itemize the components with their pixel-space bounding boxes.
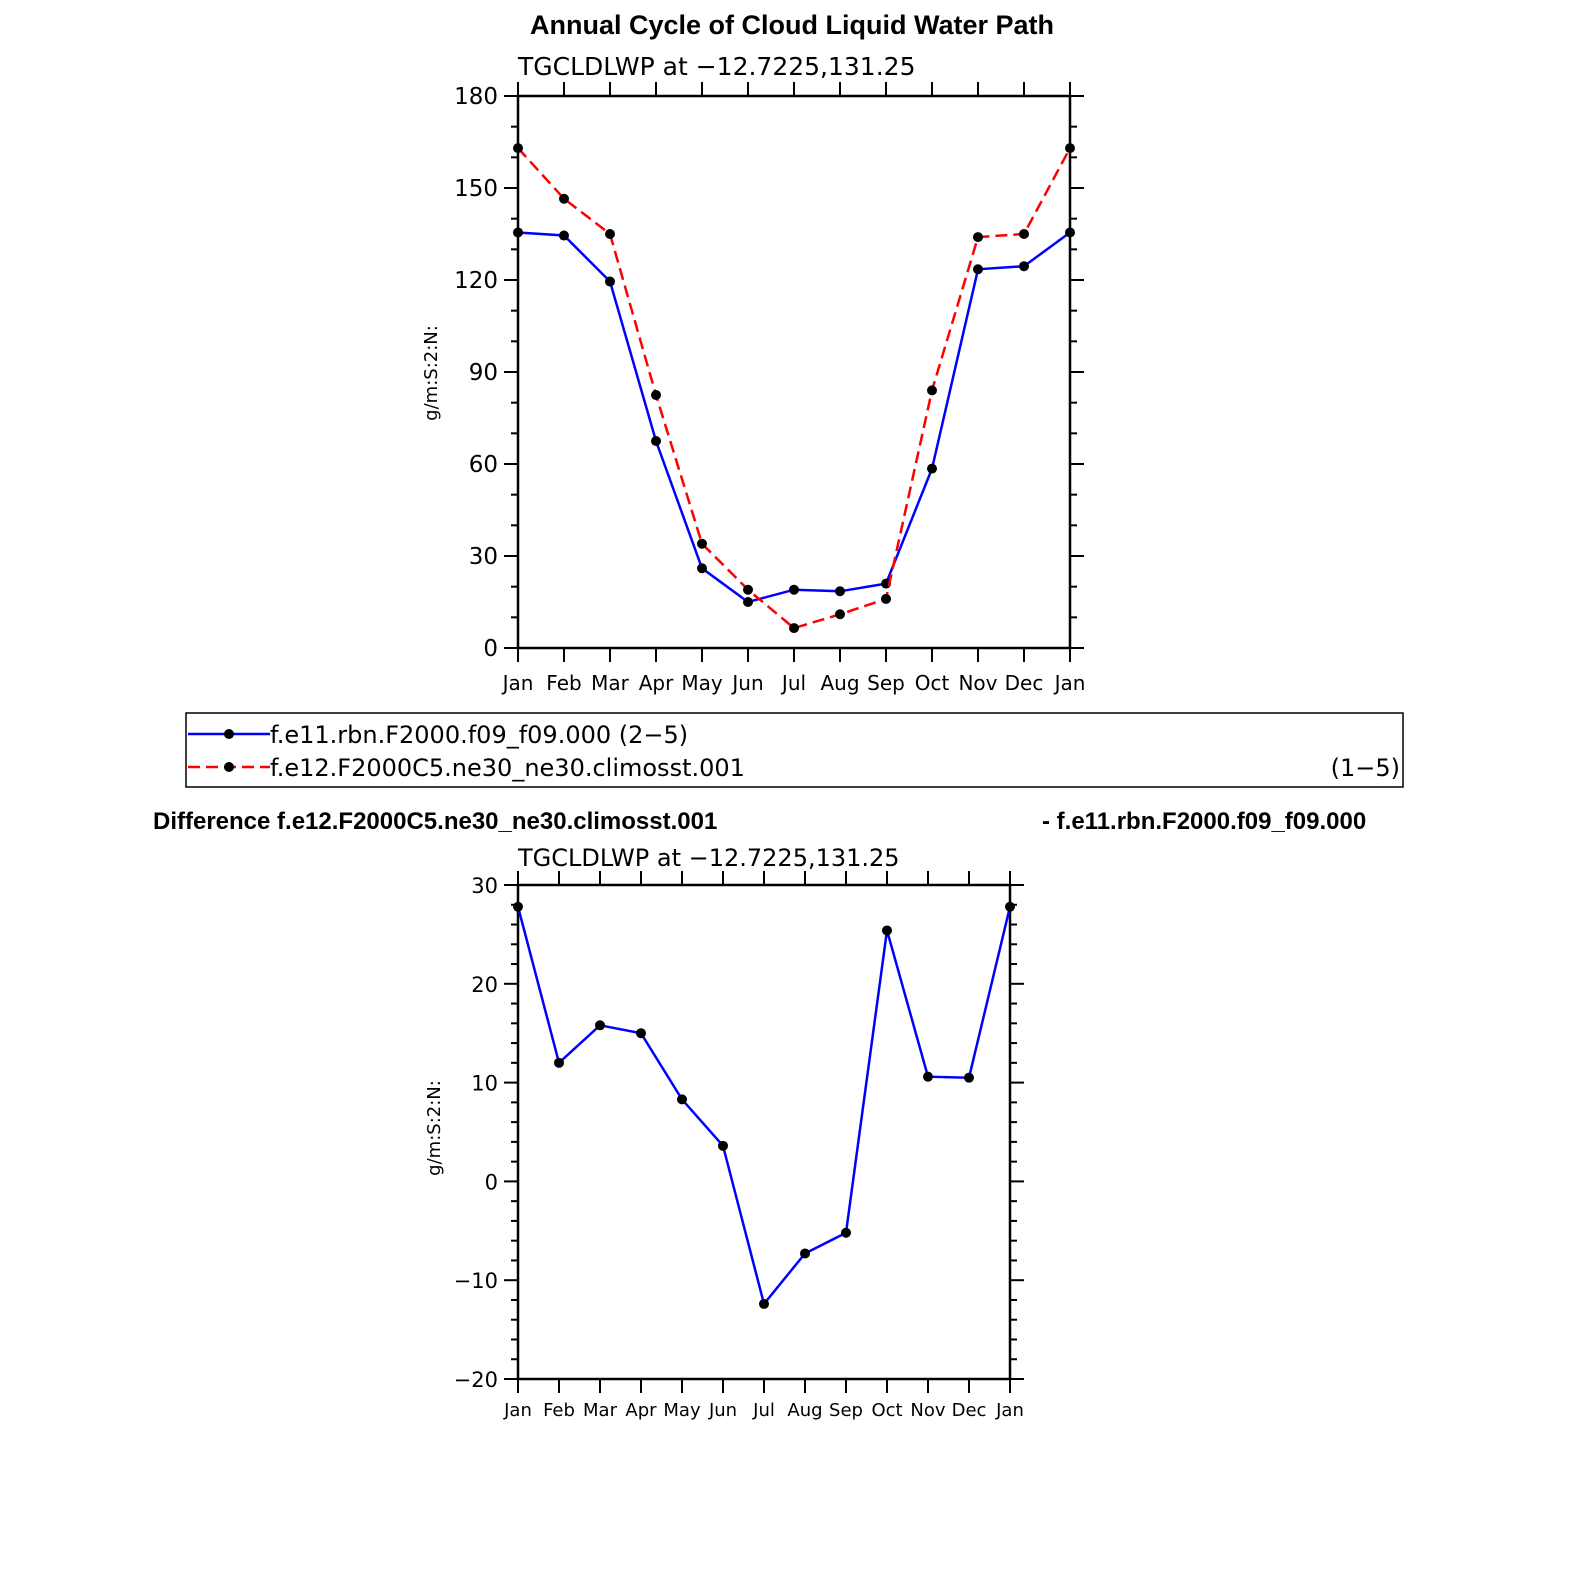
- x-tick-label: Nov: [958, 671, 997, 695]
- series-1-point: [743, 597, 753, 607]
- diff-title-left: Difference f.e12.F2000C5.ne30_ne30.climo…: [153, 808, 717, 835]
- top-chart-ylabel: g/m:S:2:N:: [421, 325, 442, 421]
- series-2-point: [927, 385, 937, 396]
- legend-box: [185, 712, 1404, 788]
- y-tick-label: 120: [454, 268, 498, 294]
- x-tick-label: Dec: [952, 1400, 987, 1421]
- x-tick-label: Feb: [546, 671, 581, 695]
- series-2-point: [1019, 229, 1029, 239]
- y-tick-label: −20: [454, 1368, 498, 1392]
- series-2-point: [1065, 143, 1075, 154]
- y-tick-label: 0: [483, 636, 498, 662]
- x-tick-label: Aug: [787, 1400, 822, 1421]
- x-tick-label: Mar: [591, 671, 630, 695]
- series-2-point: [973, 232, 983, 243]
- series-1-point: [927, 463, 937, 474]
- series-1-point: [559, 230, 569, 241]
- series-2-point: [651, 390, 661, 400]
- series-1-point: [1005, 901, 1015, 912]
- series-1-point: [554, 1057, 564, 1068]
- x-tick-label: Aug: [820, 671, 859, 695]
- series-1-point: [718, 1140, 728, 1151]
- series-1-point: [636, 1028, 646, 1039]
- y-tick-label: 0: [485, 1170, 498, 1194]
- x-tick-label: Sep: [867, 671, 905, 695]
- x-tick-label: Jan: [501, 671, 534, 695]
- figure-title: Annual Cycle of Cloud Liquid Water Path: [530, 10, 1054, 40]
- x-tick-label: Apr: [625, 1400, 657, 1421]
- series-1-point: [513, 901, 523, 912]
- y-tick-label: −10: [454, 1269, 498, 1293]
- series-1-point: [651, 436, 661, 446]
- series-2-point: [881, 593, 891, 604]
- bottom-chart: TGCLDLWP at −12.7225,131.25 g/m:S:2:N: −…: [424, 844, 1024, 1421]
- x-tick-label: Oct: [871, 1400, 902, 1421]
- series-1-point: [1065, 227, 1075, 238]
- series-2-point: [743, 584, 753, 595]
- series-2-point: [789, 623, 799, 634]
- x-tick-label: May: [663, 1400, 701, 1421]
- top-chart-subtitle: TGCLDLWP at −12.7225,131.25: [517, 52, 915, 81]
- x-tick-label: Jun: [730, 671, 763, 695]
- series-2-point: [697, 538, 707, 549]
- series-1-point: [835, 586, 845, 597]
- x-tick-label: Dec: [1005, 671, 1044, 695]
- x-tick-label: Oct: [915, 671, 950, 695]
- series-2-point: [605, 229, 615, 239]
- y-tick-label: 150: [454, 176, 498, 202]
- series-1-point: [789, 584, 799, 595]
- x-tick-label: Mar: [583, 1400, 618, 1421]
- y-tick-label: 20: [471, 973, 498, 997]
- series-1-point: [800, 1248, 810, 1259]
- series-1-point: [697, 563, 707, 574]
- bottom-chart-ylabel: g/m:S:2:N:: [424, 1080, 445, 1176]
- series-1-point: [882, 925, 892, 936]
- series-1-point: [759, 1298, 769, 1309]
- series-line-1: [516, 906, 1012, 1307]
- x-tick-label: Nov: [910, 1400, 945, 1421]
- x-tick-label: May: [681, 671, 723, 695]
- bottom-chart-subtitle: TGCLDLWP at −12.7225,131.25: [517, 844, 900, 872]
- top-chart-plot-frame: [516, 94, 1072, 650]
- top-chart: TGCLDLWP at −12.7225,131.25 g/m:S:2:N: 0…: [421, 52, 1085, 695]
- x-tick-label: Jan: [995, 1400, 1024, 1421]
- y-tick-label: 180: [454, 84, 498, 110]
- y-tick-label: 60: [469, 452, 498, 478]
- series-1-point: [513, 227, 523, 238]
- series-1-point: [964, 1072, 974, 1083]
- x-tick-label: Jul: [780, 671, 806, 695]
- y-tick-label: 30: [469, 544, 498, 570]
- series-1-point: [595, 1020, 605, 1031]
- x-tick-label: Jul: [752, 1400, 775, 1421]
- x-tick-label: Feb: [543, 1400, 575, 1421]
- x-tick-label: Apr: [639, 671, 674, 695]
- series-1-point: [973, 264, 983, 275]
- y-tick-label: 30: [471, 874, 498, 898]
- x-tick-label: Jan: [503, 1400, 532, 1421]
- legend-label-series1: f.e11.rbn.F2000.f09_f09.000 (2−5): [270, 721, 688, 749]
- diff-title-right: - f.e11.rbn.F2000.f09_f09.000: [1042, 808, 1366, 835]
- legend: f.e11.rbn.F2000.f09_f09.000 (2−5) f.e12.…: [185, 712, 1404, 788]
- series-2-point: [513, 143, 523, 154]
- x-tick-label: Sep: [829, 1400, 863, 1421]
- x-tick-label: Jan: [1053, 671, 1086, 695]
- x-tick-label: Jun: [708, 1400, 737, 1421]
- y-tick-label: 90: [469, 360, 498, 386]
- series-2-point: [559, 193, 569, 204]
- series-1-point: [841, 1227, 851, 1238]
- legend-note-series2: (1−5): [1331, 754, 1400, 782]
- series-1-point: [1019, 261, 1029, 272]
- legend-marker-series1: [224, 729, 234, 739]
- series-line-2: [517, 147, 1072, 630]
- series-1-point: [605, 276, 615, 287]
- series-1-point: [923, 1071, 933, 1082]
- series-1-point: [677, 1094, 687, 1105]
- legend-marker-series2: [224, 762, 234, 772]
- legend-label-series2: f.e12.F2000C5.ne30_ne30.climosst.001: [270, 754, 745, 782]
- y-tick-label: 10: [471, 1072, 498, 1096]
- series-line-1: [517, 231, 1071, 604]
- series-2-point: [835, 609, 845, 620]
